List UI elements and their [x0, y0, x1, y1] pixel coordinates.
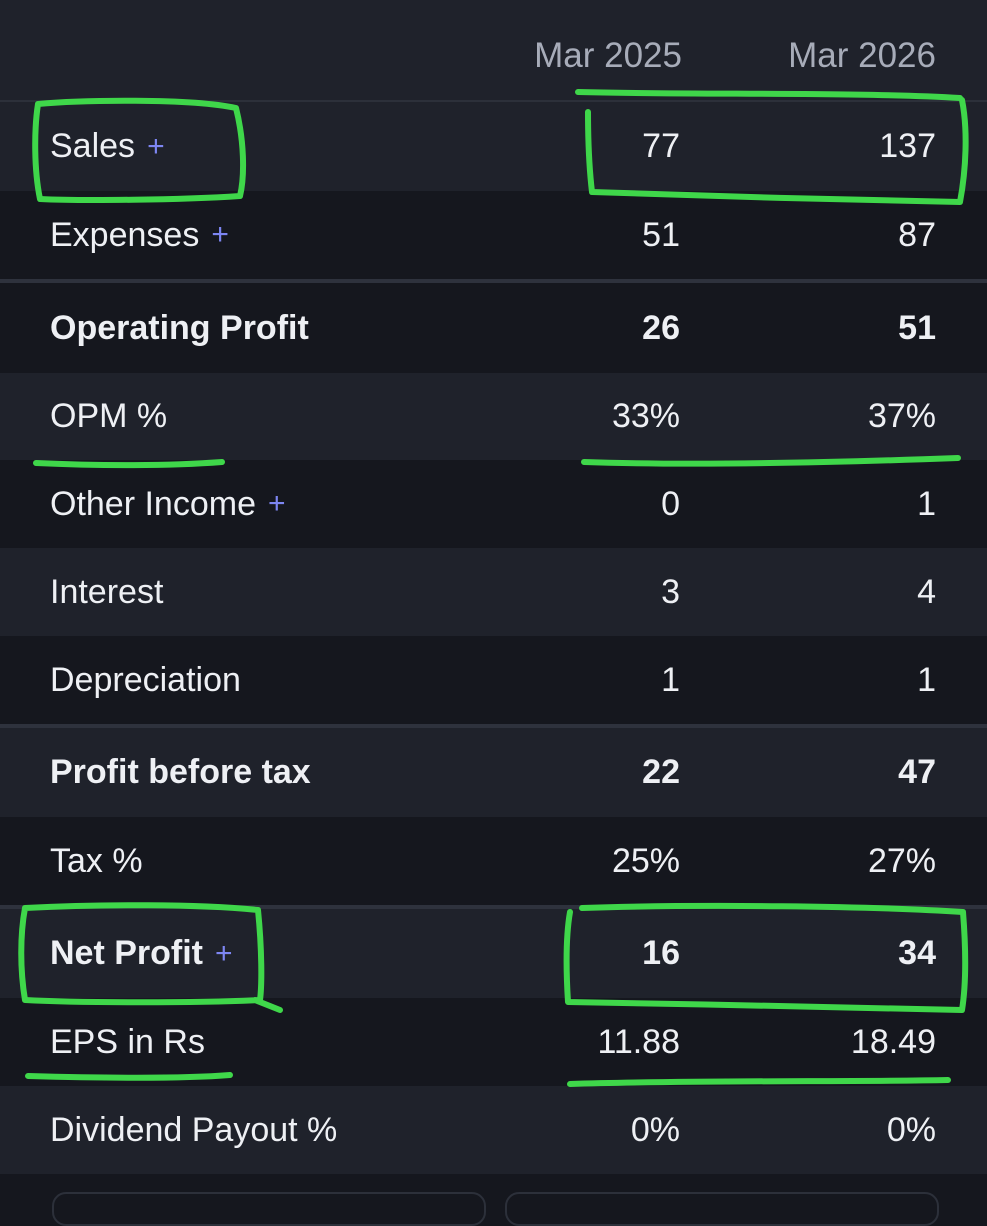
table-row-opm: OPM % 33% 37% [0, 373, 987, 460]
cell-value: 51 [898, 308, 936, 347]
table-row-dividend-payout: Dividend Payout % 0% 0% [0, 1086, 987, 1174]
expand-plus-icon[interactable]: + [215, 936, 233, 970]
row-label: Sales + [50, 102, 165, 191]
cell-value: 137 [879, 127, 936, 165]
row-label: Operating Profit [50, 283, 309, 373]
bottom-button-left[interactable] [52, 1192, 486, 1226]
table-row-expenses[interactable]: Expenses + 51 87 [0, 191, 987, 279]
row-label-text: Sales [50, 127, 136, 165]
cell-value: 87 [898, 215, 936, 254]
cell-value: 25% [611, 841, 680, 880]
cell-value: 26 [642, 308, 680, 347]
column-header-2: Mar 2026 [788, 36, 936, 75]
table-row-operating-profit: Operating Profit 26 51 [0, 279, 987, 373]
cell-value: 34 [898, 934, 936, 972]
table-header: Mar 2025 Mar 2026 [0, 0, 987, 102]
cell-value: 77 [642, 127, 680, 165]
cell-value: 33% [611, 397, 680, 435]
bottom-strip [0, 1188, 987, 1200]
cell-value: 16 [642, 934, 680, 972]
row-label-text: Operating Profit [50, 308, 309, 347]
cell-value: 4 [917, 572, 936, 611]
row-label-text: Other Income [50, 484, 256, 523]
row-label: Dividend Payout % [50, 1086, 337, 1174]
cell-value: 0% [630, 1110, 680, 1149]
row-label: Expenses + [50, 191, 229, 279]
bottom-button-right[interactable] [505, 1192, 939, 1226]
table-row-depreciation: Depreciation 1 1 [0, 636, 987, 724]
row-label-text: Tax % [50, 841, 143, 880]
table-row-net-profit[interactable]: Net Profit + 16 34 [0, 905, 987, 998]
table-row-sales[interactable]: Sales + 77 137 [0, 102, 987, 191]
table-row-eps: EPS in Rs 11.88 18.49 [0, 998, 987, 1086]
cell-value: 22 [642, 753, 680, 791]
row-label-text: EPS in Rs [50, 1022, 205, 1061]
row-label: OPM % [50, 373, 167, 460]
table-row-other-income[interactable]: Other Income + 0 1 [0, 460, 987, 548]
column-header-1: Mar 2025 [534, 36, 682, 75]
cell-value: 1 [917, 660, 936, 699]
cell-value: 11.88 [597, 1022, 680, 1061]
cell-value: 1 [661, 660, 680, 699]
row-label: Profit before tax [50, 728, 311, 817]
row-label: Depreciation [50, 636, 241, 724]
cell-value: 18.49 [850, 1022, 936, 1061]
expand-plus-icon[interactable]: + [211, 218, 229, 251]
row-label-text: Depreciation [50, 660, 241, 699]
cell-value: 37% [867, 397, 936, 435]
row-label-text: Interest [50, 572, 164, 611]
table-row-interest: Interest 3 4 [0, 548, 987, 636]
row-label: Net Profit + [50, 909, 233, 998]
cell-value: 47 [898, 753, 936, 791]
cell-value: 1 [917, 484, 936, 523]
row-label-text: Expenses [50, 215, 200, 254]
expand-plus-icon[interactable]: + [147, 129, 165, 163]
table-row-profit-before-tax: Profit before tax 22 47 [0, 724, 987, 817]
row-label-text: Dividend Payout % [50, 1110, 338, 1149]
table-row-tax: Tax % 25% 27% [0, 817, 987, 905]
cell-value: 0% [886, 1110, 936, 1149]
row-label: EPS in Rs [50, 998, 205, 1086]
row-label-text: Profit before tax [50, 753, 311, 791]
cell-value: 3 [661, 572, 680, 611]
expand-plus-icon[interactable]: + [267, 487, 286, 520]
row-label: Tax % [50, 817, 143, 905]
cell-value: 27% [867, 841, 936, 880]
row-label-text: Net Profit [50, 934, 203, 972]
cell-value: 0 [661, 484, 680, 523]
row-label-text: OPM % [50, 397, 168, 435]
row-label: Other Income + [50, 460, 286, 548]
row-label: Interest [50, 548, 163, 636]
cell-value: 51 [642, 215, 680, 254]
